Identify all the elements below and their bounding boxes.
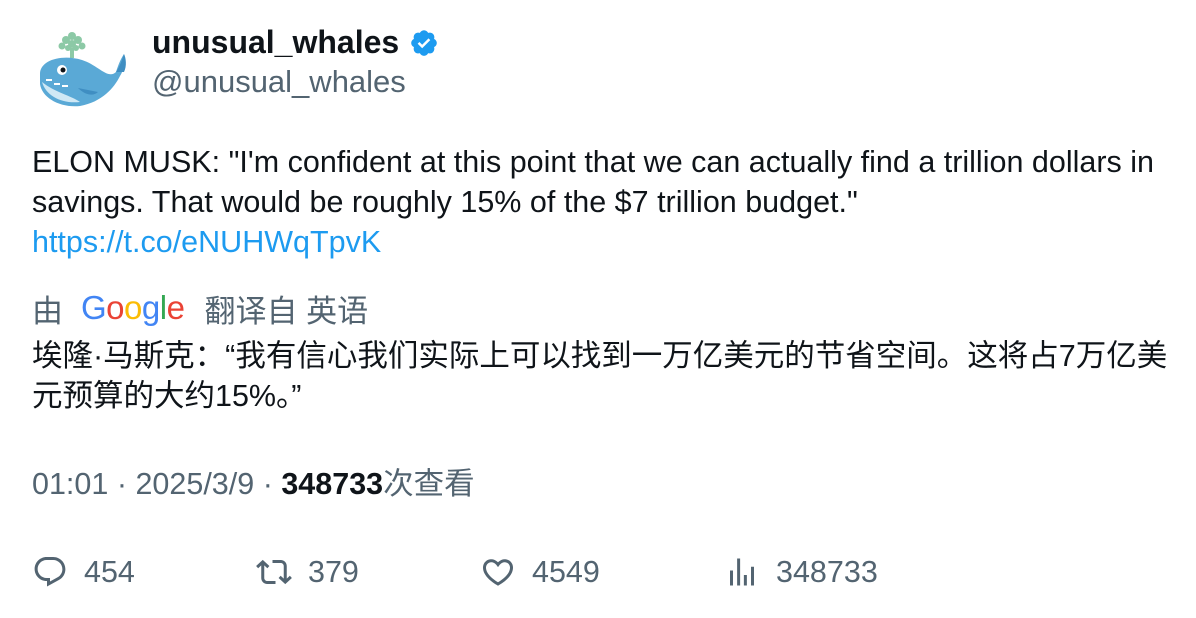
whale-avatar-icon: [40, 32, 126, 107]
analytics-icon: [730, 558, 754, 586]
display-name[interactable]: unusual_whales: [152, 22, 439, 62]
retweet-count: 379: [308, 554, 359, 589]
views-action-count: 348733: [776, 554, 878, 589]
retweet-icon: [256, 559, 292, 585]
like-button[interactable]: 4549: [480, 552, 600, 592]
tweet-time[interactable]: 01:01: [32, 467, 109, 501]
reply-icon: [34, 557, 66, 587]
views-button[interactable]: 348733: [724, 552, 878, 592]
tweet-meta: 01:01 · 2025/3/9 · 348733次查看: [32, 464, 475, 504]
reply-button[interactable]: 454: [32, 552, 135, 592]
display-name-text: unusual_whales: [152, 24, 400, 60]
heart-icon: [482, 559, 514, 586]
translated-text: 埃隆·马斯克：“我有信心我们实际上可以找到一万亿美元的节省空间。这将占7万亿美元…: [32, 339, 1168, 413]
translation-suffix: 翻译自 英语: [204, 293, 369, 329]
handle[interactable]: @unusual_whales: [152, 64, 406, 99]
translation-attribution[interactable]: 由 Google 翻译自 英语: [32, 286, 368, 330]
views-count: 348733: [281, 467, 384, 501]
tweet-date[interactable]: 2025/3/9: [135, 467, 255, 501]
retweet-button[interactable]: 379: [256, 552, 359, 592]
meta-separator: ·: [116, 467, 127, 501]
tweet-link[interactable]: https://t.co/eNUHWqTpvK: [32, 225, 382, 259]
google-logo: Google: [81, 289, 185, 326]
translation-prefix: 由: [32, 293, 63, 329]
reply-count: 454: [84, 554, 135, 589]
like-count: 4549: [532, 554, 600, 589]
views-label: 次查看: [383, 467, 475, 501]
tweet-text: ELON MUSK: "I'm confident at this point …: [32, 142, 1162, 262]
tweet-body: ELON MUSK: "I'm confident at this point …: [32, 145, 1154, 219]
avatar[interactable]: [32, 22, 128, 118]
verified-badge-icon: [409, 27, 439, 57]
meta-separator: ·: [262, 467, 273, 501]
